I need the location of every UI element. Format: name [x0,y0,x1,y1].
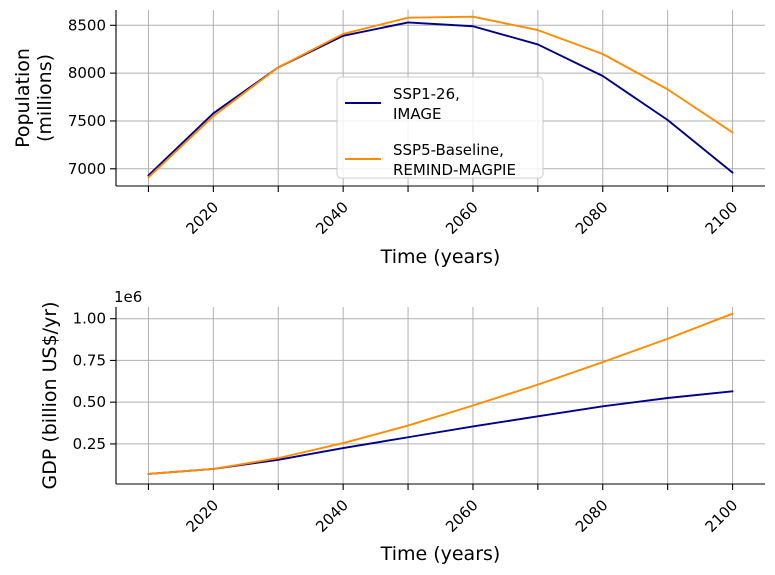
y-tick-label: 0.75 [73,351,106,369]
series-line-2 [147,15,734,179]
y-axis-label: GDP (billion US$/yr) [39,301,61,489]
y-axis-label: Population(millions) [12,48,56,148]
y-tick-label: 0.25 [73,435,106,453]
y-offset-label: 1e6 [114,288,142,306]
legend: SSP1-26, IMAGE SSP5-Baseline, REMIND-MAGPIE [336,76,544,179]
y-tick-label: 1.00 [73,310,106,328]
legend-entry: SSP5-Baseline, REMIND-MAGPIE [393,141,516,179]
x-tick-label: 2040 [312,198,352,238]
legend-box [336,76,544,179]
x-axis-label: Time (years) [380,246,501,268]
x-tick-label: 2060 [442,496,482,536]
y-tick-label: 0.50 [73,393,106,411]
x-axis-label: Time (years) [380,543,501,565]
series-line-2 [147,312,734,475]
y-tick-label: 7000 [68,160,106,178]
series-line-1 [147,390,734,475]
x-tick-label: 2080 [572,496,612,536]
x-tick-label: 2080 [572,198,612,238]
chart-panel-2: 2020 2040 2060 2080 2100 0.25 0.50 0.75 1.00 1e6 T… [39,288,765,565]
x-tick-label: 2060 [442,198,482,238]
x-tick-label: 2100 [702,496,742,536]
legend-entry: SSP1-26, IMAGE [393,85,460,123]
x-tick-label: 2020 [182,198,222,238]
y-tick-label: 8000 [68,64,106,82]
x-tick-label: 2020 [182,496,222,536]
series-line-1 [147,21,734,177]
y-tick-label: 8500 [68,16,106,34]
chart-panel-1: 2020 2040 2060 2080 2100 7000 7500 8000 8500 Time… [12,10,765,268]
y-tick-label: 7500 [68,112,106,130]
x-tick-label: 2040 [312,496,352,536]
x-tick-label: 2100 [702,198,742,238]
